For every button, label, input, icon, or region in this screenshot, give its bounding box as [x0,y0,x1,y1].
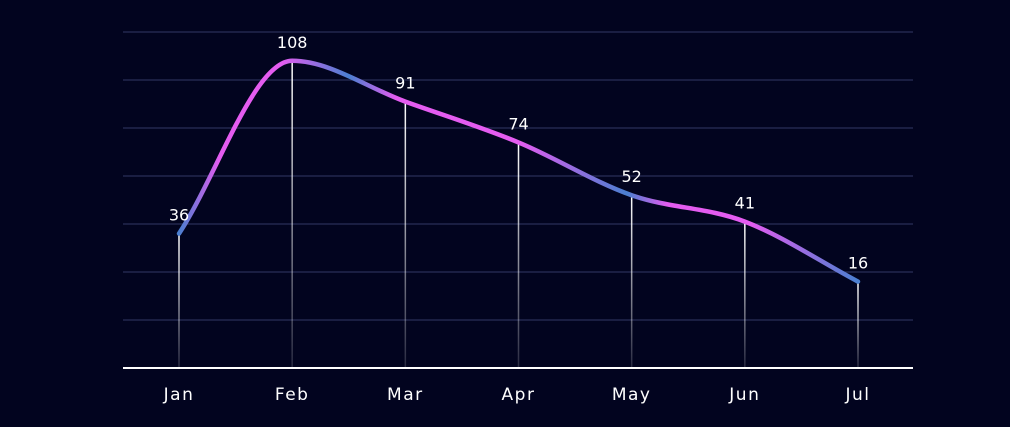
drop-line-apr [517,142,520,368]
x-axis-tick-labels: Jan Feb Mar Apr May Jun Jul [163,385,870,405]
drop-line-jul [857,281,859,368]
x-tick-label-jul: Jul [844,385,870,405]
x-tick-label-feb: Feb [275,385,310,405]
data-label-feb: 108 [277,33,308,52]
x-tick-label-jan: Jan [163,385,195,405]
drop-line-feb [291,60,293,369]
series-line-group [176,58,861,284]
data-labels: 36 108 91 74 52 41 16 [169,33,868,273]
data-label-jan: 36 [169,206,189,225]
x-tick-label-jun: Jun [728,385,760,405]
data-label-jul: 16 [848,254,868,273]
data-label-may: 52 [621,167,641,186]
drop-line-jan [178,233,180,368]
drop-lines [178,60,859,369]
data-label-mar: 91 [395,74,415,93]
data-label-jun: 41 [735,194,755,213]
drop-line-mar [404,101,407,368]
x-tick-label-may: May [612,385,652,405]
data-label-apr: 74 [508,114,528,133]
drop-line-may [630,195,633,368]
x-tick-label-mar: Mar [387,385,424,405]
drop-line-jun [744,221,746,368]
x-tick-label-apr: Apr [502,385,536,405]
series-line [176,58,861,284]
